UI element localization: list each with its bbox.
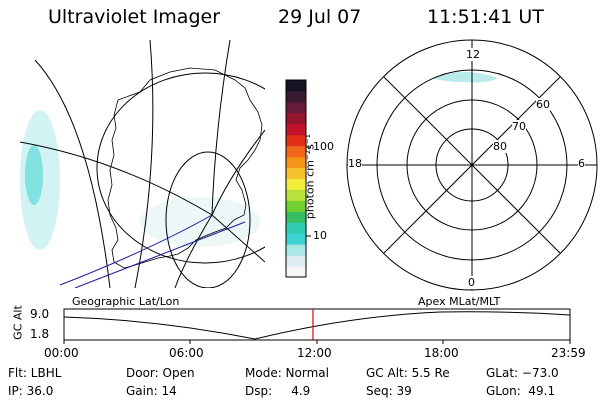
altitude-ytick-min: 1.8: [30, 327, 50, 341]
mlat-label-60: 60: [536, 98, 550, 111]
info-glon: GLon: 49.1: [486, 384, 556, 398]
mlt-label-0: 0: [468, 276, 475, 289]
colorbar-tick-100: 100: [313, 140, 334, 153]
time-tick-0000: 00:00: [44, 346, 79, 360]
meridian-line: [211, 129, 265, 216]
colorbar-band: [286, 233, 306, 245]
altitude-curve: [63, 311, 571, 340]
instrument-title: Ultraviolet Imager: [48, 6, 221, 28]
time-tick-1200: 12:00: [297, 346, 332, 360]
colorbar-band: [286, 189, 306, 201]
colorbar-band: [286, 200, 306, 212]
meridian-line: [134, 40, 154, 288]
info-door: Door: Open: [126, 366, 195, 380]
info-ip: IP: 36.0: [8, 384, 54, 398]
meridian-line: [174, 214, 213, 288]
colorbar-band: [286, 112, 306, 125]
apex-label: Apex MLat/MLT: [418, 295, 501, 308]
altitude-ylabel: GC Alt: [11, 305, 25, 340]
mlt-label-6: 6: [578, 157, 585, 170]
colorbar-band: [286, 134, 306, 147]
info-seq: Seq: 39: [366, 384, 412, 398]
colorbar-band: [286, 123, 306, 136]
colorbar-band: [286, 255, 306, 267]
colorbar-band: [286, 80, 306, 92]
colorbar-band: [286, 178, 306, 190]
colorbar-band: [286, 101, 306, 114]
colorbar-band: [286, 266, 306, 278]
altitude-plot-frame: [63, 308, 571, 341]
mlt-label-12: 12: [466, 48, 480, 61]
info-filter: Flt: LBHL: [8, 366, 62, 380]
latitude-circle: [96, 72, 265, 264]
latitude-circle: [165, 151, 251, 288]
info-glat: GLat: −73.0: [486, 366, 559, 380]
time-tick-2359: 23:59: [551, 346, 586, 360]
blue-track-line: [74, 221, 246, 288]
aurora-emission-core: [25, 145, 43, 205]
colorbar-band: [286, 211, 306, 223]
info-mode: Mode: Normal: [245, 366, 329, 380]
auroral-oval-emission: [432, 72, 498, 83]
colorbar-band: [286, 222, 306, 234]
mlt-axis-diagonal: [383, 76, 561, 254]
observation-time: 11:51:41 UT: [427, 6, 544, 28]
colorbar-tick-10: 10: [313, 229, 327, 242]
continent-outline: [107, 67, 263, 269]
meridian-line: [34, 59, 111, 288]
colorbar-band: [286, 90, 306, 103]
blue-track-line: [59, 214, 213, 286]
info-dsp: Dsp: 4.9: [245, 384, 311, 398]
observation-date: 29 Jul 07: [278, 6, 362, 28]
colorbar-band: [286, 145, 306, 158]
meridian-line: [211, 214, 265, 263]
colorbar-band: [286, 244, 306, 256]
mlt-label-18: 18: [348, 157, 362, 170]
mlat-label-70: 70: [512, 120, 526, 133]
altitude-ytick-max: 9.0: [30, 307, 50, 321]
time-tick-0600: 06:00: [169, 346, 204, 360]
info-gc-alt: GC Alt: 5.5 Re: [366, 366, 450, 380]
colorbar-band: [286, 167, 306, 179]
colorbar-band: [286, 156, 306, 169]
time-tick-1800: 18:00: [424, 346, 459, 360]
meridian-line: [211, 40, 231, 216]
mlat-label-80: 80: [493, 140, 507, 153]
latitude-line: [19, 141, 213, 216]
geographic-label: Geographic Lat/Lon: [72, 295, 180, 308]
info-gain: Gain: 14: [126, 384, 177, 398]
